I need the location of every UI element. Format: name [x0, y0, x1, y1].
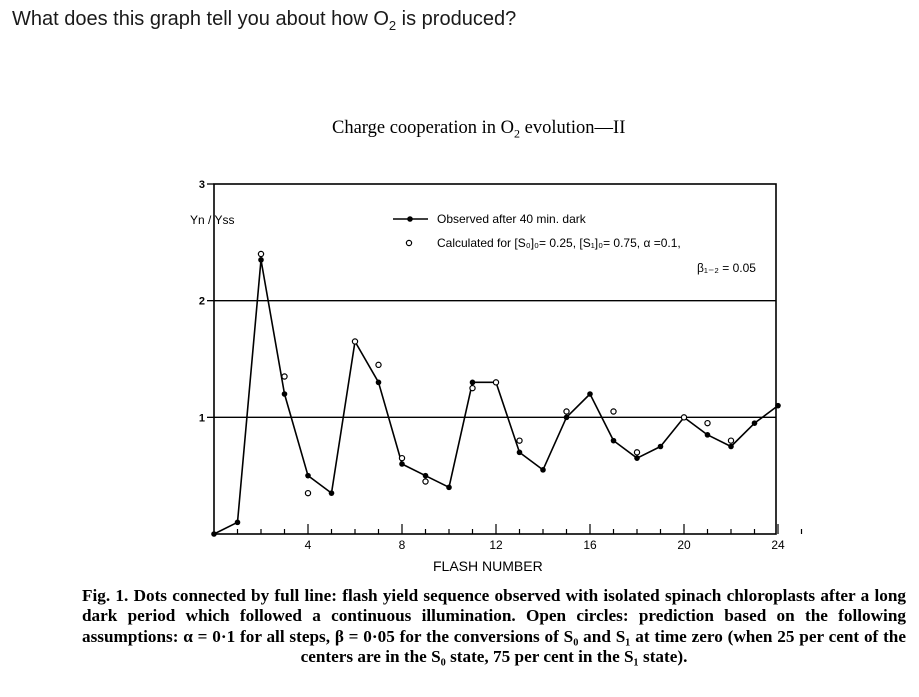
calculated-point	[422, 478, 429, 485]
figure-title-suffix: evolution—II	[520, 118, 626, 138]
observed-point	[610, 437, 617, 444]
calculated-point	[727, 437, 735, 444]
observed-point	[587, 391, 593, 397]
x-axis-label: FLASH NUMBER	[433, 558, 543, 574]
observed-point	[328, 490, 335, 496]
y-tick-label: 3	[199, 179, 205, 191]
observed-point	[422, 472, 429, 479]
observed-point	[375, 379, 382, 386]
observed-point	[258, 257, 264, 263]
observed-point	[540, 467, 546, 473]
calculated-point	[304, 489, 312, 497]
calculated-point	[351, 338, 359, 345]
observed-point	[563, 414, 570, 421]
observed-point	[704, 432, 711, 438]
calculated-point	[375, 361, 382, 369]
observed-point	[446, 484, 452, 491]
x-tick-label: 20	[677, 538, 691, 552]
observed-point	[751, 420, 758, 426]
plot-border	[213, 183, 777, 535]
observed-point	[469, 379, 476, 386]
figure-title: Charge cooperation in O2 evolution—II	[332, 118, 625, 142]
calculated-point	[680, 414, 688, 421]
observed-point	[281, 391, 288, 397]
question-subscript: 2	[388, 18, 397, 33]
calculated-point	[633, 449, 641, 456]
observed-point	[728, 443, 734, 450]
x-axis-ticks: 4 8 12 16 20 24	[236, 524, 803, 552]
y-tick-label: 2	[199, 296, 205, 308]
plot-frame	[213, 183, 777, 535]
y-axis-ticks: 1 2 3	[199, 179, 214, 424]
legend-observed-dot	[407, 216, 413, 222]
x-tick-label: 12	[489, 538, 503, 552]
observed-point	[211, 531, 217, 537]
calculated-point	[492, 379, 500, 386]
observed-point	[634, 455, 640, 461]
question-suffix: is produced?	[396, 8, 517, 30]
calculated-point	[563, 408, 570, 415]
observed-point	[234, 519, 241, 526]
reference-lines	[214, 300, 776, 418]
calculated-point	[281, 373, 288, 380]
calculated-series	[257, 250, 735, 497]
legend-calculated-label-2: β₁₋₂ = 0.05	[697, 261, 756, 275]
x-tick-label: 4	[305, 538, 312, 552]
observed-point	[305, 472, 311, 479]
legend: Observed after 40 min. dark Calculated f…	[393, 212, 756, 275]
x-tick-label: 24	[771, 538, 785, 552]
y-tick-label: 1	[199, 412, 205, 424]
legend-calculated-label: Calculated for [S₀]₀= 0.25, [S₁]₀= 0.75,…	[437, 236, 681, 250]
legend-observed-label: Observed after 40 min. dark	[437, 212, 587, 226]
calculated-point	[398, 454, 406, 462]
legend-calculated-circle	[405, 239, 413, 247]
figure-title-subscript: 2	[514, 126, 521, 141]
calculated-point	[516, 437, 523, 444]
figure-caption: Fig. 1. Dots connected by full line: fla…	[82, 586, 906, 667]
observed-point	[516, 449, 523, 456]
calculated-point	[610, 408, 617, 415]
x-tick-label: 8	[399, 538, 406, 552]
question-text: What does this graph tell you about how …	[12, 8, 516, 33]
question-prefix: What does this graph tell you about how …	[12, 8, 389, 30]
observed-point	[399, 461, 405, 467]
y-axis-label: Yn / Yss	[190, 213, 234, 227]
observed-point	[657, 443, 664, 450]
calculated-point	[257, 250, 265, 258]
calculated-point	[469, 384, 476, 392]
calculated-point	[704, 419, 711, 427]
figure-title-prefix: Charge cooperation in O	[332, 118, 515, 138]
observed-point	[775, 402, 781, 409]
observed-series	[211, 257, 781, 537]
x-tick-label: 16	[583, 538, 597, 552]
